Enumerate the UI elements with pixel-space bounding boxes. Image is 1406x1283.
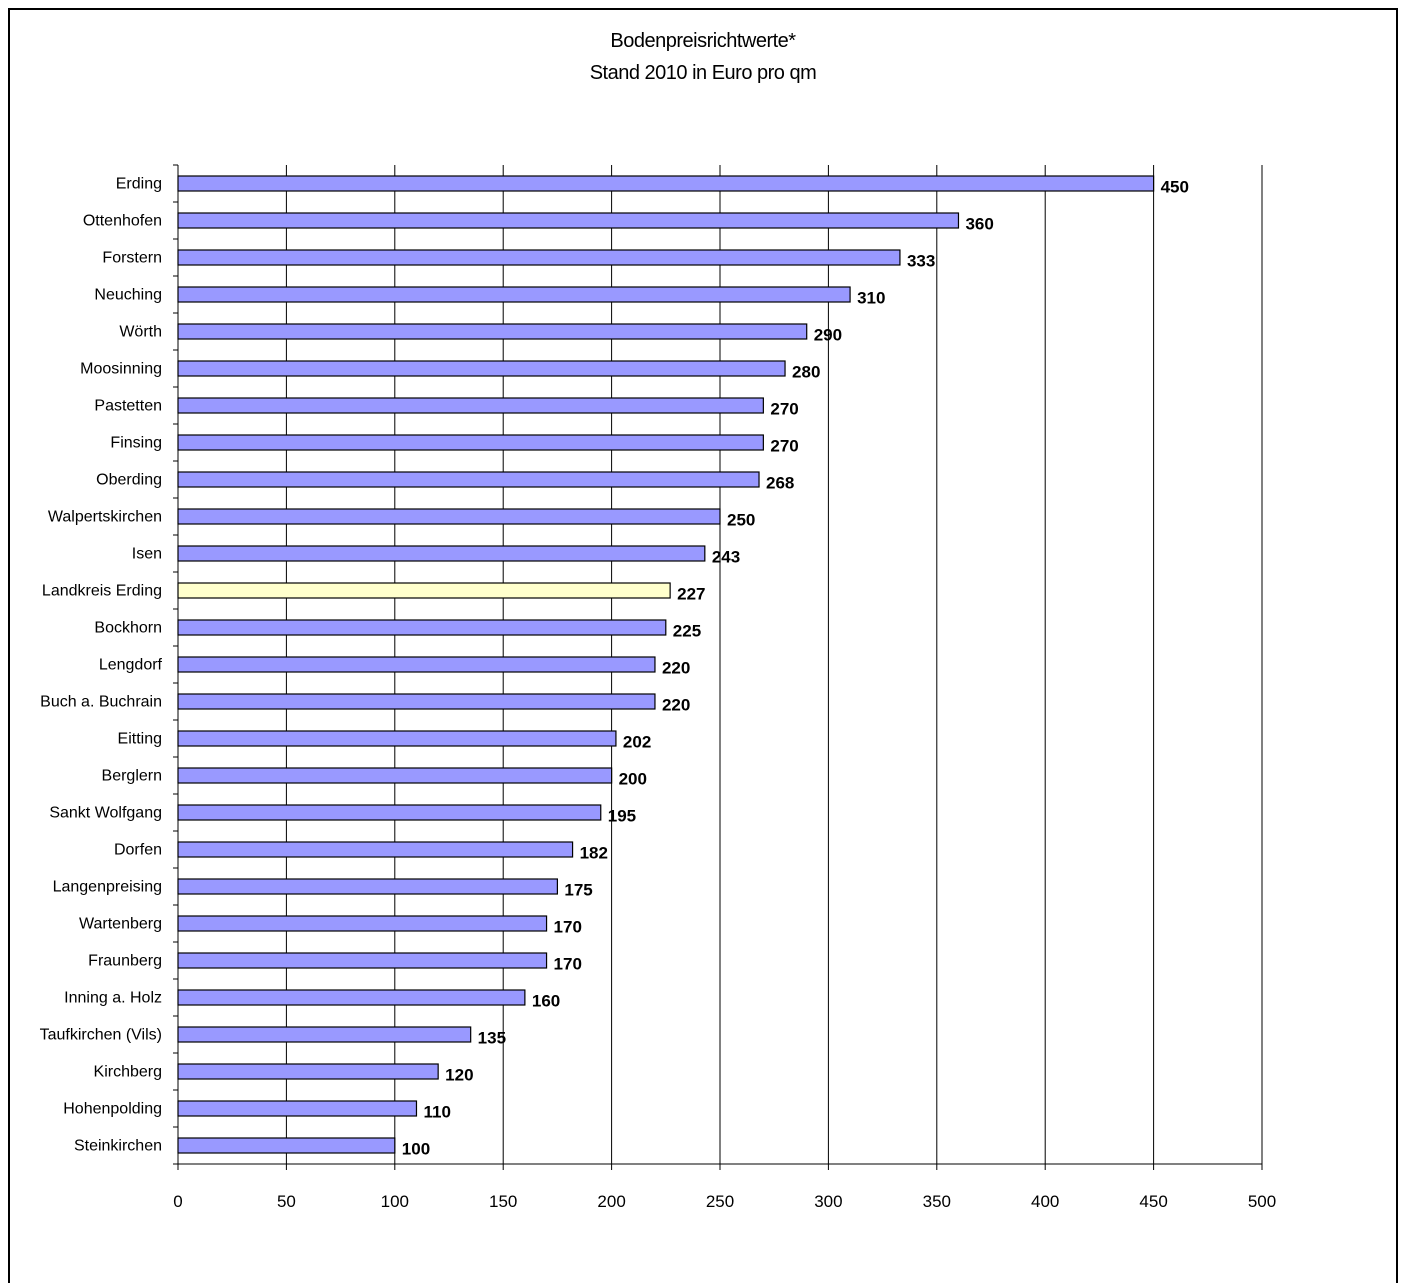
value-label: 450 (1161, 178, 1189, 197)
category-label: Landkreis Erding (42, 583, 162, 600)
value-label: 202 (623, 733, 651, 752)
x-tick-label: 50 (277, 1192, 296, 1211)
x-tick-label: 500 (1248, 1192, 1276, 1211)
category-label: Inning a. Holz (64, 990, 162, 1007)
bar (177, 249, 901, 266)
category-label: Ottenhofen (83, 213, 162, 230)
value-label: 280 (792, 363, 820, 382)
category-label: Bockhorn (94, 620, 162, 637)
category-label: Finsing (110, 435, 162, 452)
category-label: Berglern (102, 768, 162, 785)
category-label: Oberding (96, 472, 162, 489)
category-label: Wörth (119, 324, 162, 341)
bar (177, 582, 671, 599)
category-label: Kirchberg (94, 1064, 162, 1081)
category-label: Dorfen (114, 842, 162, 859)
bar (177, 1026, 472, 1043)
bar (177, 323, 808, 340)
bar (177, 212, 960, 229)
category-label: Hohenpolding (63, 1101, 162, 1118)
value-label: 100 (402, 1140, 430, 1159)
bar (177, 804, 602, 821)
value-label: 268 (766, 474, 794, 493)
category-label: Steinkirchen (74, 1138, 162, 1155)
value-label: 120 (445, 1066, 473, 1085)
category-label: Wartenberg (79, 916, 162, 933)
category-label: Lengdorf (99, 657, 163, 674)
value-label: 270 (770, 400, 798, 419)
value-label: 290 (814, 326, 842, 345)
bar (177, 471, 760, 488)
bar (177, 360, 786, 377)
category-label: Isen (132, 546, 162, 563)
value-label: 310 (857, 289, 885, 308)
value-label: 220 (662, 659, 690, 678)
bar (177, 1100, 418, 1117)
value-label: 270 (770, 437, 798, 456)
x-tick-label: 200 (597, 1192, 625, 1211)
value-label: 110 (423, 1103, 450, 1122)
value-label: 170 (554, 955, 582, 974)
bar (177, 286, 851, 303)
category-label: Eitting (118, 731, 162, 748)
x-tick-label: 450 (1139, 1192, 1167, 1211)
bar (177, 397, 764, 414)
bar (177, 619, 667, 636)
value-label: 200 (619, 770, 647, 789)
category-label: Buch a. Buchrain (40, 694, 162, 711)
value-label: 160 (532, 992, 560, 1011)
value-label: 225 (673, 622, 701, 641)
x-tick-label: 150 (489, 1192, 517, 1211)
category-label: Walpertskirchen (48, 509, 162, 526)
category-label: Forstern (102, 250, 162, 267)
x-tick-label: 350 (923, 1192, 951, 1211)
bar (177, 915, 548, 932)
category-label: Pastetten (94, 398, 162, 415)
chart-subtitle: Stand 2010 in Euro pro qm (589, 62, 817, 84)
category-label: Neuching (94, 287, 162, 304)
category-label: Fraunberg (88, 953, 162, 970)
value-label: 227 (677, 585, 705, 604)
bar (177, 175, 1155, 192)
bar (177, 1137, 396, 1154)
category-label: Moosinning (80, 361, 162, 378)
bar (177, 508, 721, 525)
value-label: 360 (965, 215, 993, 234)
category-label: Erding (116, 176, 162, 193)
bar (177, 545, 706, 562)
category-label: Langenpreising (53, 879, 162, 896)
value-label: 135 (478, 1029, 506, 1048)
value-label: 250 (727, 511, 755, 530)
value-label: 175 (564, 881, 592, 900)
bar (177, 952, 548, 969)
x-tick-label: 0 (173, 1192, 182, 1211)
bar (177, 434, 764, 451)
value-label: 195 (608, 807, 636, 826)
x-tick-label: 250 (706, 1192, 734, 1211)
bar (177, 656, 656, 673)
bar (177, 841, 574, 858)
bar (177, 1063, 439, 1080)
x-tick-label: 100 (381, 1192, 409, 1211)
value-label: 333 (907, 252, 935, 271)
category-label: Taufkirchen (Vils) (40, 1027, 162, 1044)
x-tick-label: 300 (814, 1192, 842, 1211)
value-label: 182 (580, 844, 608, 863)
x-tick-label: 400 (1031, 1192, 1059, 1211)
bar (177, 767, 613, 784)
chart-title: Bodenpreisrichtwerte* (610, 30, 796, 52)
value-label: 220 (662, 696, 690, 715)
bar (177, 989, 526, 1006)
bar (177, 878, 558, 895)
bar (177, 693, 656, 710)
value-label: 243 (712, 548, 740, 567)
value-label: 170 (554, 918, 582, 937)
category-label: Sankt Wolfgang (49, 805, 162, 822)
bar (177, 730, 617, 747)
